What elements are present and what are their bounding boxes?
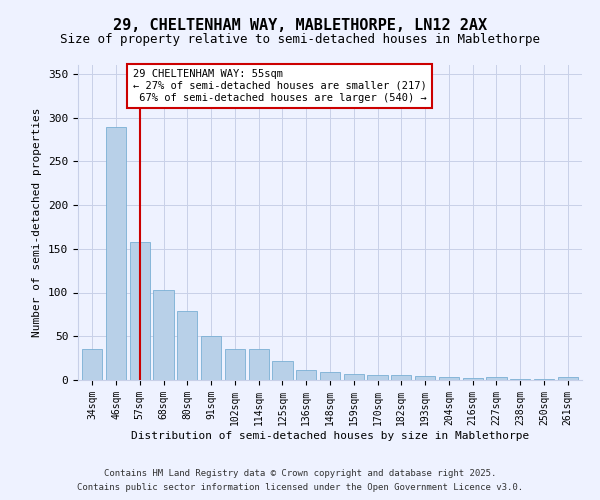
Bar bbox=[487, 376, 506, 380]
Bar bbox=[296, 370, 316, 380]
Bar bbox=[439, 376, 459, 380]
Bar bbox=[320, 372, 340, 380]
Bar bbox=[415, 376, 435, 380]
Bar bbox=[248, 350, 269, 380]
Text: 29 CHELTENHAM WAY: 55sqm
← 27% of semi-detached houses are smaller (217)
 67% of: 29 CHELTENHAM WAY: 55sqm ← 27% of semi-d… bbox=[133, 70, 427, 102]
Bar bbox=[106, 127, 126, 380]
Bar bbox=[225, 350, 245, 380]
Bar bbox=[177, 311, 197, 380]
Bar bbox=[130, 242, 150, 380]
Text: Size of property relative to semi-detached houses in Mablethorpe: Size of property relative to semi-detach… bbox=[60, 32, 540, 46]
Bar bbox=[534, 379, 554, 380]
Bar bbox=[82, 348, 103, 380]
Bar bbox=[154, 290, 173, 380]
Bar bbox=[391, 375, 412, 380]
Bar bbox=[510, 379, 530, 380]
Bar bbox=[344, 374, 364, 380]
Text: Contains public sector information licensed under the Open Government Licence v3: Contains public sector information licen… bbox=[77, 484, 523, 492]
Bar bbox=[272, 361, 293, 380]
X-axis label: Distribution of semi-detached houses by size in Mablethorpe: Distribution of semi-detached houses by … bbox=[131, 430, 529, 440]
Text: Contains HM Land Registry data © Crown copyright and database right 2025.: Contains HM Land Registry data © Crown c… bbox=[104, 468, 496, 477]
Bar bbox=[557, 378, 578, 380]
Y-axis label: Number of semi-detached properties: Number of semi-detached properties bbox=[32, 108, 43, 337]
Text: 29, CHELTENHAM WAY, MABLETHORPE, LN12 2AX: 29, CHELTENHAM WAY, MABLETHORPE, LN12 2A… bbox=[113, 18, 487, 32]
Bar bbox=[201, 336, 221, 380]
Bar bbox=[463, 378, 483, 380]
Bar bbox=[367, 375, 388, 380]
